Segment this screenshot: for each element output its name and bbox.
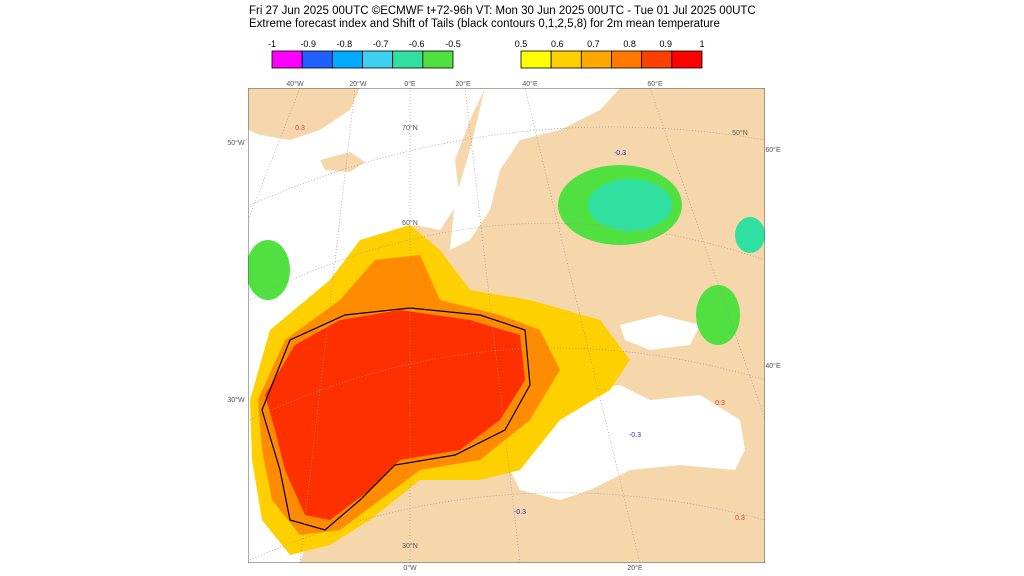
contour-label: 0.3 [735, 515, 745, 522]
edge-label: 30°W [227, 396, 245, 404]
colorbar-swatch [301, 50, 333, 69]
colorbar-swatch [422, 50, 454, 69]
colorbar-label: -0.7 [373, 39, 389, 49]
lon-label: 20°E [627, 564, 643, 572]
efi-cyan [588, 179, 672, 231]
contour-label: 0.3 [295, 125, 305, 132]
colorbar-swatch [520, 50, 552, 69]
lon-label: 40°W [286, 80, 304, 88]
colorbar-label: -1 [268, 39, 276, 49]
graticule [248, 88, 765, 563]
colorbar-swatch [271, 50, 303, 69]
efi-green [735, 217, 765, 253]
colorbar-label: -0.8 [337, 39, 353, 49]
colorbar-label: 0.5 [515, 39, 528, 49]
lat-label: 60°N [402, 219, 418, 227]
efi-green [248, 240, 290, 300]
colorbar-swatch [392, 50, 424, 69]
lon-label: 20°W [349, 80, 367, 88]
colorbar-label: -0.5 [445, 39, 461, 49]
edge-label: 40°E [765, 362, 781, 370]
lon-label: 0°E [404, 80, 416, 88]
header-line: Fri 27 Jun 2025 00UTC ©ECMWF t+72-96h VT… [249, 5, 756, 17]
edge-label: 60°E [765, 146, 781, 154]
black-sea [620, 315, 700, 350]
lat-label: 70°N [402, 124, 418, 132]
colorbars: -1 -0.9 -0.8 -0.7 -0.6 -0.5 0.5 0.6 0.7 0.8 0.9 1 [268, 39, 705, 69]
colorbar-swatch [611, 50, 643, 69]
efi-green [696, 285, 740, 345]
colorbar-swatch [671, 50, 703, 69]
lat-label: 50°N [732, 129, 748, 137]
lon-label: 40°E [522, 80, 538, 88]
lon-label: 0°W [403, 564, 417, 572]
lat-label: 30°N [402, 542, 418, 550]
efi-red [265, 310, 525, 520]
colorbar-swatch [331, 50, 363, 69]
colorbar-label: 0.7 [587, 39, 600, 49]
edge-label: 50°W [227, 139, 245, 147]
colorbar-swatch [362, 50, 394, 69]
colorbar-label: 0.8 [623, 39, 636, 49]
lon-label: 20°E [455, 80, 471, 88]
header-line: Extreme forecast index and Shift of Tail… [249, 18, 720, 30]
contour-label: -0.3 [614, 150, 626, 157]
lon-label: 60°E [647, 80, 663, 88]
sot-contour [261, 307, 531, 531]
iceland [320, 152, 365, 172]
colorbar-label: -0.9 [300, 39, 316, 49]
colorbar-swatch [550, 50, 582, 69]
north-sea [450, 88, 620, 250]
map-labels: 40°W 20°W 0°E 20°E 40°E 60°E 0°W 20°E 70°N 60°N 50… [227, 80, 781, 572]
colorbar-label: 1 [699, 39, 704, 49]
colorbar-swatch [580, 50, 612, 69]
contour-label: -0.3 [514, 509, 526, 516]
map [248, 88, 765, 563]
contour-label: 0.3 [715, 400, 725, 407]
colorbar-label: 0.6 [551, 39, 564, 49]
colorbar-label: -0.6 [409, 39, 425, 49]
colorbar-swatch [641, 50, 673, 69]
colorbar-label: 0.9 [660, 39, 673, 49]
contour-label: -0.3 [629, 432, 641, 439]
greenland [248, 88, 360, 140]
